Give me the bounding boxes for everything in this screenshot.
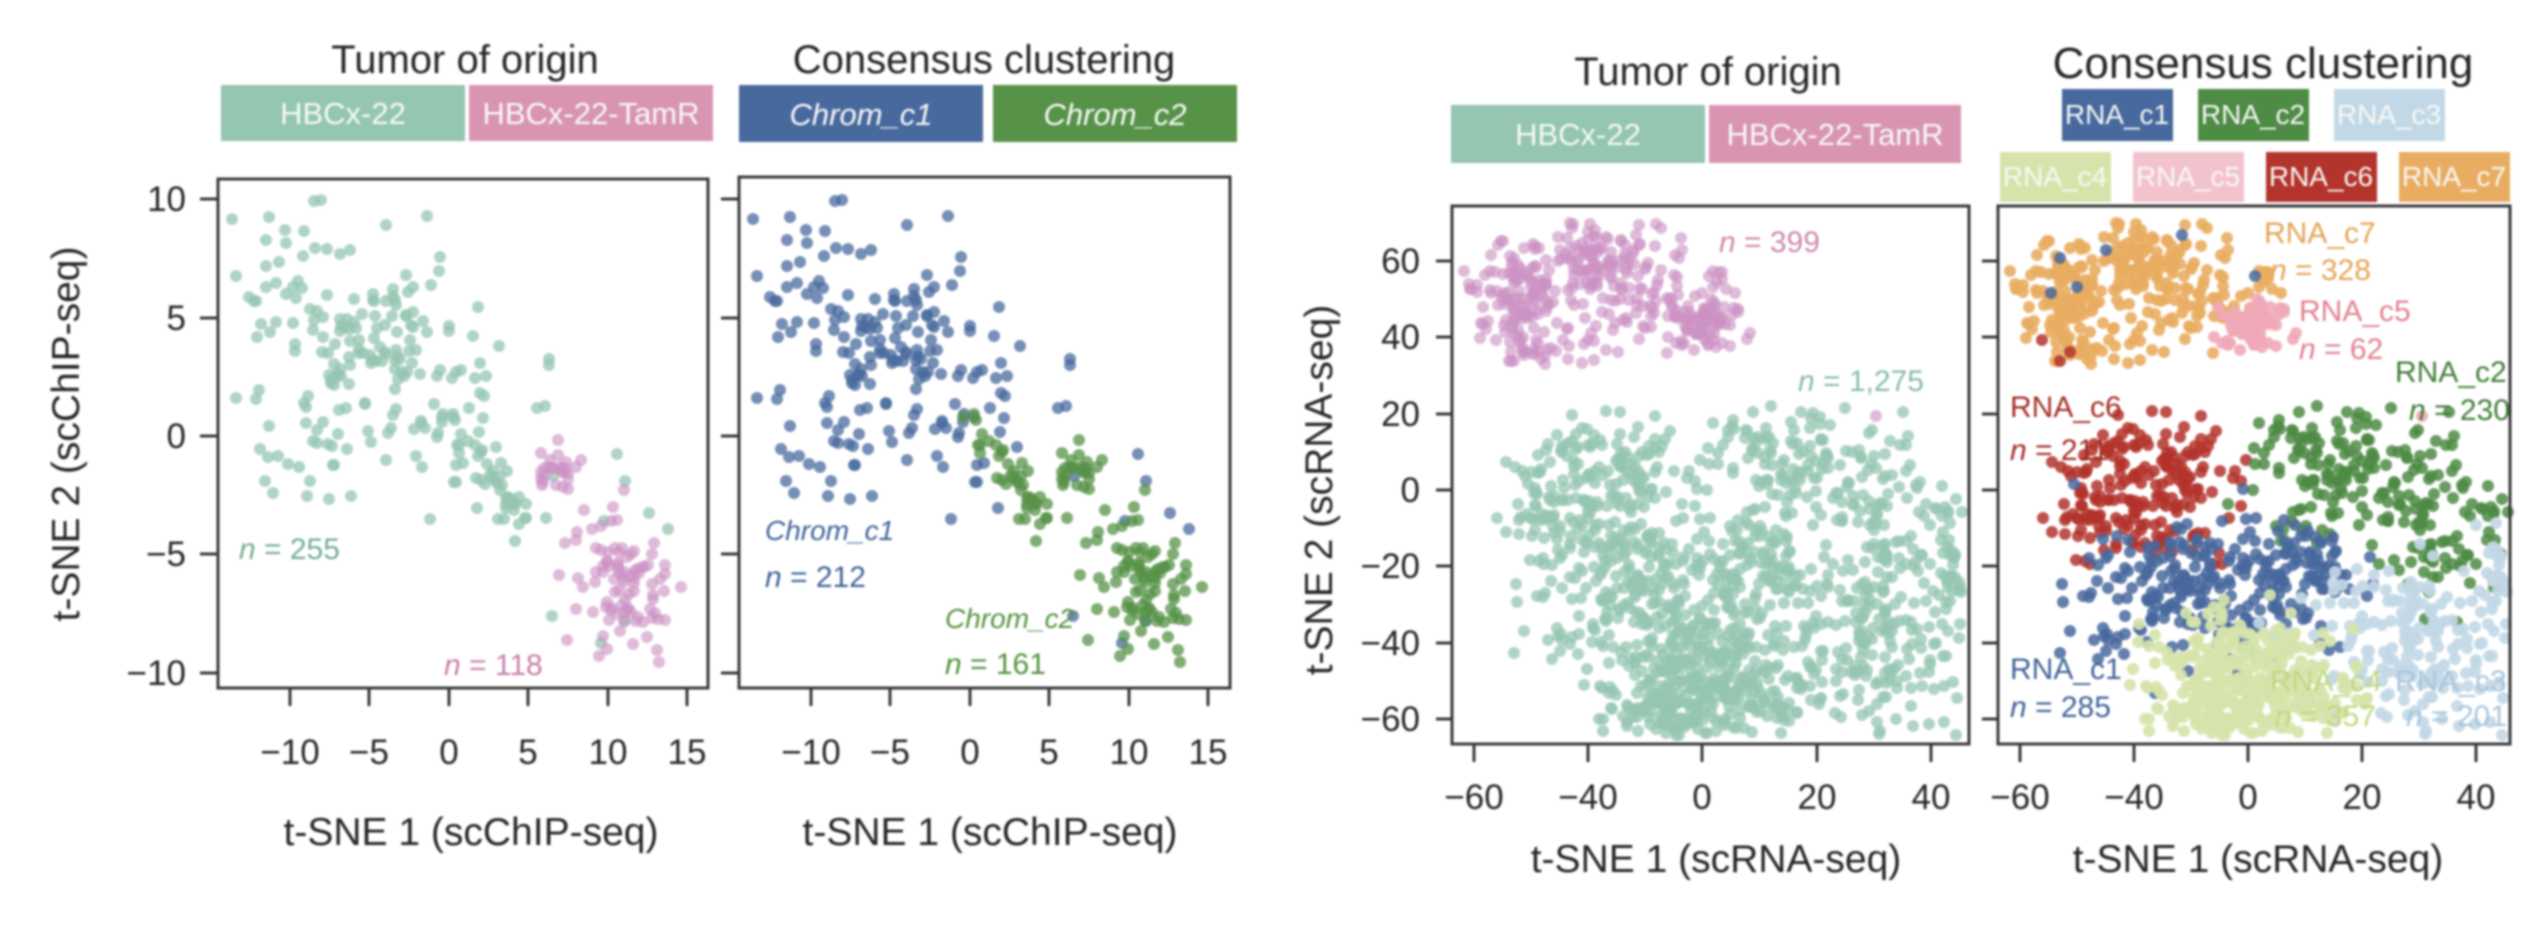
svg-text:RNA_c5: RNA_c5 bbox=[2299, 295, 2411, 328]
svg-text:20: 20 bbox=[1381, 395, 1420, 434]
svg-text:RNA_c1: RNA_c1 bbox=[2010, 653, 2122, 686]
svg-text:RNA_c3: RNA_c3 bbox=[2395, 665, 2507, 698]
svg-text:20: 20 bbox=[1798, 778, 1837, 817]
svg-text:RNA_c4: RNA_c4 bbox=[2003, 161, 2107, 192]
svg-text:n = 1,275: n = 1,275 bbox=[1798, 365, 1924, 398]
svg-text:0: 0 bbox=[1401, 471, 1420, 510]
svg-text:RNA_c1: RNA_c1 bbox=[2065, 99, 2169, 130]
svg-text:10: 10 bbox=[1110, 733, 1149, 772]
svg-text:10: 10 bbox=[147, 180, 186, 219]
svg-text:t-SNE 2 (scRNA-seq): t-SNE 2 (scRNA-seq) bbox=[1298, 305, 1341, 676]
svg-text:t-SNE 1 (scChIP-seq): t-SNE 1 (scChIP-seq) bbox=[284, 811, 659, 854]
svg-text:40: 40 bbox=[1381, 318, 1420, 357]
svg-text:t-SNE 1 (scRNA-seq): t-SNE 1 (scRNA-seq) bbox=[1531, 838, 1902, 881]
svg-text:n = 230: n = 230 bbox=[2409, 394, 2510, 427]
svg-text:t-SNE 2 (scChIP-seq): t-SNE 2 (scChIP-seq) bbox=[45, 247, 88, 622]
svg-text:−60: −60 bbox=[1444, 778, 1503, 817]
svg-text:Chrom_c2: Chrom_c2 bbox=[1044, 97, 1187, 132]
svg-text:−40: −40 bbox=[1558, 778, 1617, 817]
svg-text:Chrom_c1: Chrom_c1 bbox=[765, 515, 894, 546]
svg-text:0: 0 bbox=[439, 733, 458, 772]
svg-text:RNA_c3: RNA_c3 bbox=[2337, 99, 2441, 130]
svg-text:20: 20 bbox=[2343, 778, 2382, 817]
svg-text:Consensus clustering: Consensus clustering bbox=[2053, 39, 2474, 88]
svg-text:−20: −20 bbox=[1361, 547, 1420, 586]
svg-text:15: 15 bbox=[668, 733, 707, 772]
svg-text:60: 60 bbox=[1381, 242, 1420, 281]
svg-text:Tumor of origin: Tumor of origin bbox=[331, 38, 599, 82]
svg-text:RNA_c5: RNA_c5 bbox=[2136, 161, 2240, 192]
svg-text:t-SNE 1 (scRNA-seq): t-SNE 1 (scRNA-seq) bbox=[2073, 838, 2444, 881]
svg-text:−60: −60 bbox=[1361, 700, 1420, 739]
svg-text:−10: −10 bbox=[260, 733, 319, 772]
svg-text:0: 0 bbox=[960, 733, 979, 772]
svg-text:0: 0 bbox=[1692, 778, 1711, 817]
svg-text:HBCx-22-TamR: HBCx-22-TamR bbox=[482, 96, 699, 131]
svg-text:−10: −10 bbox=[781, 733, 840, 772]
svg-text:Tumor of origin: Tumor of origin bbox=[1574, 50, 1842, 94]
svg-text:Consensus clustering: Consensus clustering bbox=[793, 38, 1175, 82]
svg-text:RNA_c6: RNA_c6 bbox=[2269, 161, 2373, 192]
svg-text:Chrom_c2: Chrom_c2 bbox=[945, 603, 1075, 634]
svg-text:0: 0 bbox=[2238, 778, 2257, 817]
svg-text:n = 161: n = 161 bbox=[945, 648, 1046, 681]
svg-text:RNA_c4: RNA_c4 bbox=[2270, 665, 2382, 698]
svg-text:HBCx-22: HBCx-22 bbox=[1515, 117, 1641, 152]
svg-text:−5: −5 bbox=[870, 733, 910, 772]
svg-text:n = 255: n = 255 bbox=[239, 533, 340, 566]
svg-text:n = 118: n = 118 bbox=[444, 649, 543, 682]
svg-text:RNA_c7: RNA_c7 bbox=[2402, 161, 2506, 192]
svg-text:RNA_c2: RNA_c2 bbox=[2395, 356, 2507, 389]
svg-text:RNA_c7: RNA_c7 bbox=[2264, 217, 2376, 250]
svg-text:RNA_c2: RNA_c2 bbox=[2201, 99, 2305, 130]
svg-text:5: 5 bbox=[518, 733, 537, 772]
svg-text:n = 62: n = 62 bbox=[2299, 333, 2383, 366]
svg-text:HBCx-22: HBCx-22 bbox=[280, 96, 406, 131]
svg-text:n = 285: n = 285 bbox=[2010, 691, 2111, 724]
svg-text:15: 15 bbox=[1189, 733, 1228, 772]
svg-text:5: 5 bbox=[167, 299, 186, 338]
svg-text:n = 211: n = 211 bbox=[2010, 434, 2109, 467]
svg-text:n = 399: n = 399 bbox=[1719, 226, 1820, 259]
svg-text:−40: −40 bbox=[2104, 778, 2163, 817]
svg-text:−40: −40 bbox=[1361, 624, 1420, 663]
svg-text:n = 328: n = 328 bbox=[2270, 254, 2371, 287]
svg-text:40: 40 bbox=[2457, 778, 2496, 817]
svg-text:0: 0 bbox=[167, 417, 186, 456]
svg-text:−60: −60 bbox=[1990, 778, 2049, 817]
svg-text:5: 5 bbox=[1039, 733, 1058, 772]
svg-text:10: 10 bbox=[589, 733, 628, 772]
svg-text:n = 357: n = 357 bbox=[2275, 700, 2376, 733]
svg-text:t-SNE 1 (scChIP-seq): t-SNE 1 (scChIP-seq) bbox=[803, 811, 1178, 854]
svg-text:−10: −10 bbox=[127, 654, 186, 693]
svg-text:n = 201: n = 201 bbox=[2406, 700, 2507, 733]
svg-text:−5: −5 bbox=[349, 733, 389, 772]
svg-text:n = 212: n = 212 bbox=[765, 561, 866, 594]
svg-text:RNA_c6: RNA_c6 bbox=[2010, 391, 2122, 424]
svg-text:Chrom_c1: Chrom_c1 bbox=[790, 97, 933, 132]
svg-text:−5: −5 bbox=[146, 535, 186, 574]
svg-text:HBCx-22-TamR: HBCx-22-TamR bbox=[1726, 117, 1943, 152]
svg-text:40: 40 bbox=[1912, 778, 1951, 817]
